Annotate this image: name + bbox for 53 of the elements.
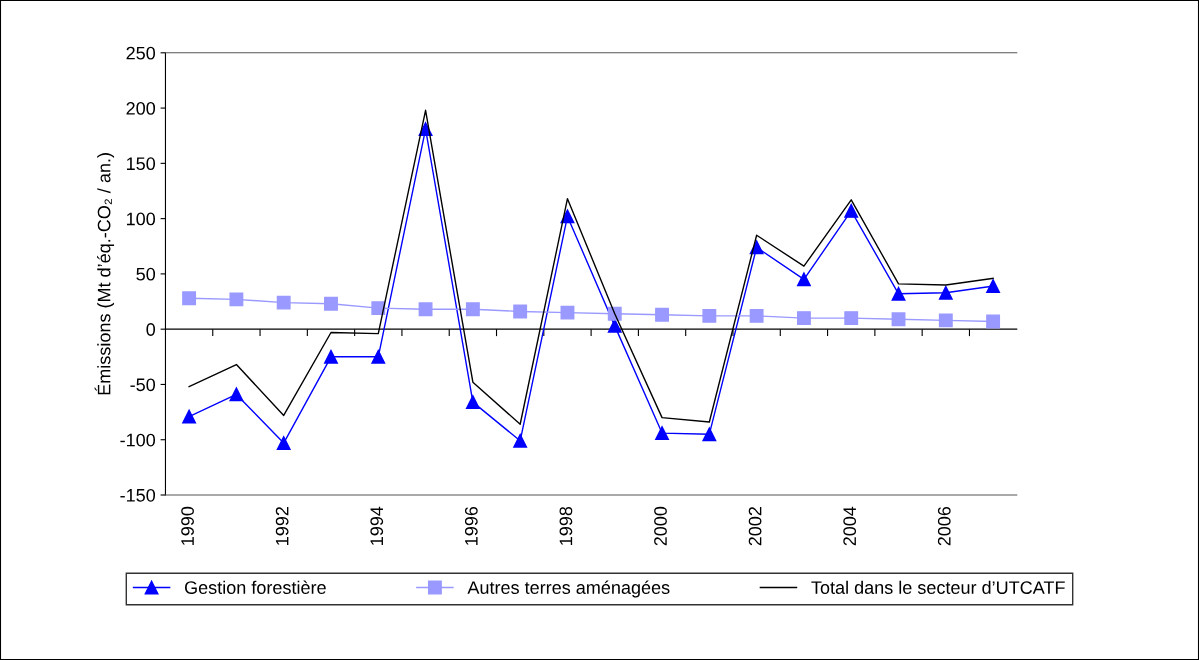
point bbox=[229, 292, 244, 307]
point bbox=[749, 308, 764, 323]
x-tick-label: 2000 bbox=[654, 506, 667, 546]
point bbox=[276, 295, 291, 310]
y-axis-title: Émissions (Mt d’éq.-CO₂ / an.) bbox=[94, 153, 115, 395]
x-tick-label: 1990 bbox=[181, 506, 194, 545]
point bbox=[796, 272, 811, 287]
y-tick-label: -50 bbox=[130, 378, 156, 392]
point bbox=[986, 279, 1001, 294]
point bbox=[844, 311, 859, 326]
point bbox=[465, 395, 480, 410]
x-tick-label: 1992 bbox=[275, 507, 289, 545]
y-tick-label: -150 bbox=[120, 488, 156, 502]
legend-label: Autres terres aménagées bbox=[467, 580, 670, 598]
point bbox=[276, 436, 291, 450]
y-tick-label: 0 bbox=[146, 323, 156, 336]
x-tick-label: 1996 bbox=[464, 506, 478, 545]
y-tick-label: -100 bbox=[120, 433, 156, 447]
point bbox=[324, 349, 338, 364]
y-tick-label: 50 bbox=[136, 267, 156, 281]
point bbox=[324, 296, 338, 311]
point bbox=[986, 314, 1001, 329]
point bbox=[560, 305, 575, 320]
x-tick-label: 1994 bbox=[370, 506, 384, 545]
y-tick-label: 150 bbox=[126, 157, 156, 171]
x-tick-label: 2004 bbox=[843, 506, 857, 546]
point bbox=[891, 312, 906, 327]
point bbox=[465, 302, 480, 317]
point bbox=[702, 427, 717, 442]
point bbox=[796, 311, 811, 326]
x-tick-label: 2002 bbox=[748, 507, 762, 546]
point bbox=[513, 433, 528, 448]
legend-label: Gestion forestière bbox=[184, 580, 326, 594]
y-tick-label: 100 bbox=[126, 212, 156, 226]
point bbox=[655, 426, 669, 441]
point bbox=[418, 302, 433, 317]
point bbox=[891, 286, 906, 301]
x-tick-label: 1998 bbox=[559, 506, 573, 545]
point bbox=[844, 203, 859, 218]
point bbox=[371, 349, 386, 364]
point bbox=[513, 304, 528, 319]
point bbox=[607, 318, 622, 333]
point bbox=[938, 285, 953, 300]
point bbox=[938, 313, 953, 328]
point bbox=[655, 307, 669, 322]
y-tick-label: 200 bbox=[126, 102, 156, 115]
x-tick-label: 2006 bbox=[937, 506, 951, 546]
point bbox=[702, 308, 717, 323]
legend-label: Total dans le secteur d’UTCATF bbox=[811, 580, 1065, 594]
point bbox=[229, 387, 244, 402]
y-tick-label: 250 bbox=[126, 46, 156, 60]
point bbox=[182, 291, 197, 306]
point bbox=[182, 409, 197, 424]
